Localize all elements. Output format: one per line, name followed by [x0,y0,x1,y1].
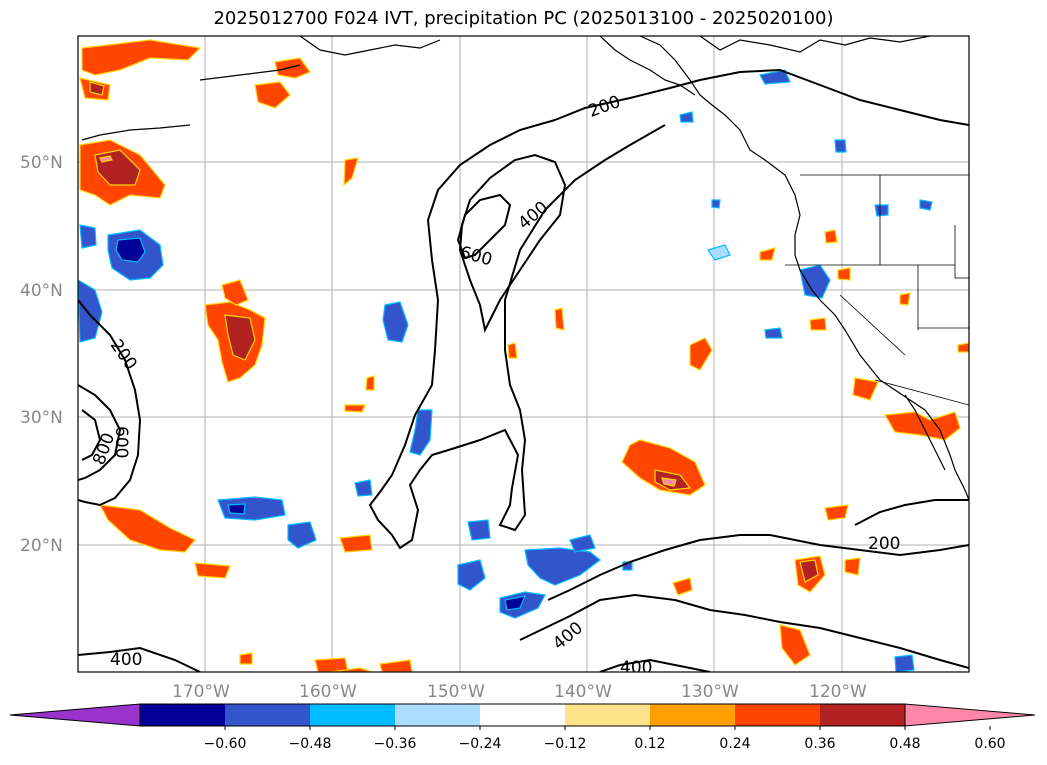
colorbar-tick-label: −0.60 [204,736,247,752]
lon-label-140w: 140°W [554,682,612,702]
latitude-labels: 50°N 40°N 30°N 20°N [20,153,63,556]
lon-label-160w: 160°W [299,682,357,702]
lat-label-30n: 30°N [20,408,63,428]
colorbar-tick-label: −0.12 [544,736,587,752]
map-frame [77,35,970,673]
colorbar-tick-label: 0.12 [634,736,665,752]
colorbar-tick-label: 0.24 [719,736,750,752]
colorbar-segment [480,704,565,726]
state-borders [785,174,969,406]
colorbar-segment [310,704,395,726]
coastlines [81,36,969,501]
colorbar-segment [565,704,650,726]
colorbar-extend-high [904,703,1036,727]
lat-label-20n: 20°N [20,536,63,556]
contour-label-400-sw: 400 [110,650,142,670]
colorbar-segment [735,704,820,726]
lat-label-50n: 50°N [20,153,63,173]
longitude-labels: 170°W 160°W 150°W 140°W 130°W 120°W [172,682,867,702]
negative-precip-anomalies [78,69,933,672]
colorbar-tick-label: 0.48 [889,736,920,752]
colorbar-tick-label: −0.48 [289,736,332,752]
colorbar-tick-label: −0.24 [459,736,502,752]
contour-label-200-se: 200 [868,534,900,554]
lon-label-170w: 170°W [172,682,230,702]
contour-label-600-west: 600 [111,426,131,458]
colorbar-segment [140,704,225,726]
colorbar-tick-label: −0.36 [374,736,417,752]
colorbar-segment [820,704,905,726]
map-title: 2025012700 F024 IVT, precipitation PC (2… [213,8,834,29]
ivt-contours [78,68,969,672]
colorbar-segment [650,704,735,726]
map-area: 200 400 600 200 800 600 400 200 400 400 [78,36,969,678]
colorbar-tick-label: 0.60 [974,736,1005,752]
lon-label-120w: 120°W [809,682,867,702]
lon-label-150w: 150°W [427,682,485,702]
colorbar-segment [225,704,310,726]
lat-label-40n: 40°N [20,281,63,301]
colorbar-tick-label: 0.36 [804,736,835,752]
colorbar-frame [139,703,906,727]
colorbar-segment [395,704,480,726]
colorbar-extend-low [9,703,141,727]
colorbar: −0.60 −0.48 −0.36 −0.24 −0.12 0.12 0.24 0.36 0.4… [9,703,1036,752]
contour-label-400-bottom: 400 [620,658,652,678]
lon-label-130w: 130°W [681,682,739,702]
